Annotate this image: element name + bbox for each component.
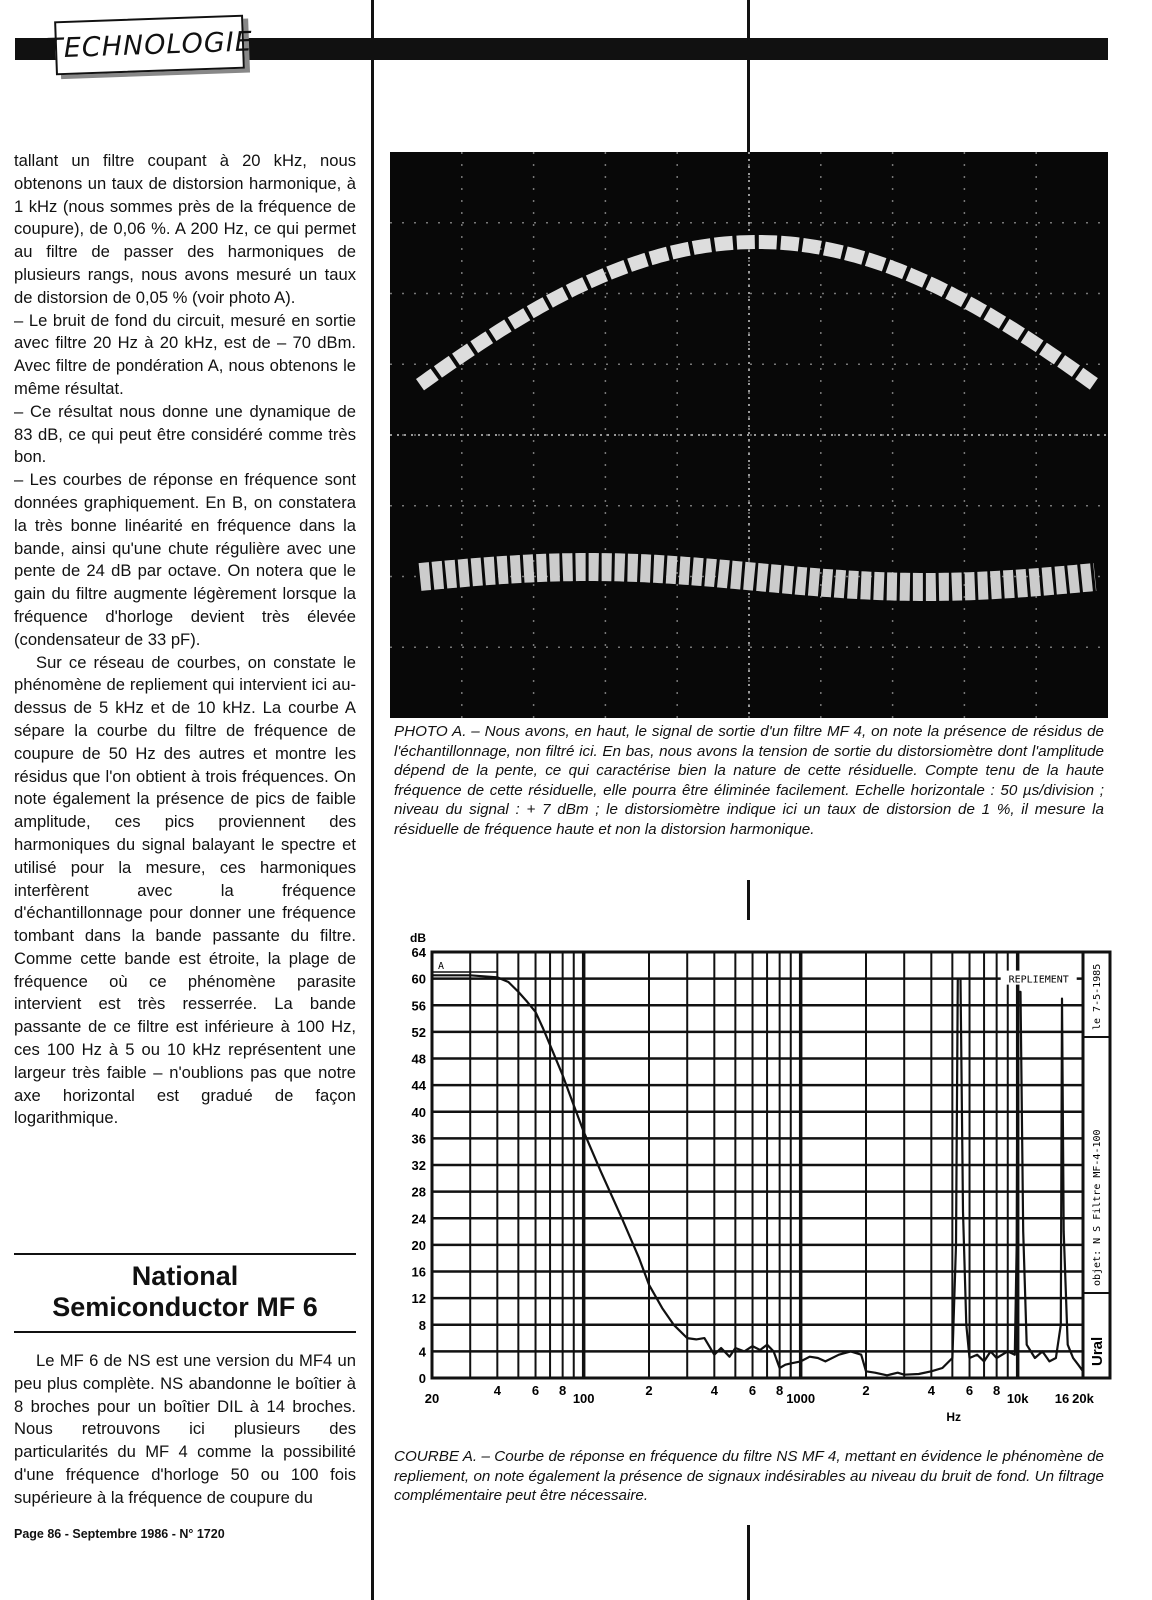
- section-title-line: National: [131, 1261, 239, 1291]
- y-tick-label: 8: [419, 1318, 426, 1333]
- section-title-line: Semiconductor MF 6: [52, 1292, 318, 1322]
- y-tick-label: 44: [412, 1078, 427, 1093]
- article-text: tallant un filtre coupant à 20 kHz, nous…: [14, 150, 356, 1130]
- plot-frame: [430, 950, 1112, 1380]
- y-tick-label: 20: [412, 1238, 426, 1253]
- x-tick-label: 2: [645, 1383, 652, 1398]
- y-tick-label: 36: [412, 1131, 426, 1146]
- paragraph: tallant un filtre coupant à 20 kHz, nous…: [14, 151, 356, 307]
- column-divider-mid: [747, 880, 750, 920]
- y-tick-label: 56: [412, 998, 426, 1013]
- chart-caption: COURBE A. – Courbe de réponse en fréquen…: [394, 1448, 1104, 1505]
- oscilloscope-trace: [390, 152, 1108, 718]
- x-tick-label: 16: [1055, 1391, 1069, 1406]
- y-tick-label: 24: [412, 1211, 427, 1226]
- y-tick-label: 12: [412, 1291, 426, 1306]
- x-tick-label: 2: [862, 1383, 869, 1398]
- y-tick-label: 32: [412, 1158, 426, 1173]
- section-paragraph: Le MF 6 de NS est une version du MF4 un …: [14, 1351, 356, 1507]
- x-tick-label: 8: [776, 1383, 783, 1398]
- header-bar: [15, 38, 1108, 60]
- y-tick-label: 40: [412, 1105, 426, 1120]
- distortion-residual-trace: [418, 553, 1097, 601]
- y-axis-label: dB: [410, 931, 426, 945]
- x-tick-label: 4: [494, 1383, 502, 1398]
- x-tick-label: 20k: [1072, 1391, 1094, 1406]
- y-tick-label: 28: [412, 1185, 426, 1200]
- output-signal-trace: [415, 235, 1100, 391]
- x-axis-label: Hz: [946, 1410, 961, 1424]
- page-footer: Page 86 - Septembre 1986 - N° 1720: [14, 1527, 225, 1541]
- photo-caption: PHOTO A. – Nous avons, en haut, le signa…: [394, 723, 1104, 838]
- y-tick-label: 52: [412, 1025, 426, 1040]
- ural-logo: Ural: [1089, 1337, 1106, 1366]
- y-tick-label: 60: [412, 972, 426, 987]
- x-tick-label: 1000: [786, 1391, 815, 1406]
- x-tick-label: 4: [711, 1383, 719, 1398]
- paragraph: – Le bruit de fond du circuit, mesuré en…: [14, 310, 356, 398]
- paragraph: – Ce résultat nous donne une dynamique d…: [14, 401, 356, 467]
- aliasing-label: REPLIEMENT: [1009, 975, 1069, 986]
- column-divider: [371, 0, 374, 1600]
- x-tick-label: 20: [425, 1391, 439, 1406]
- x-tick-label: 4: [928, 1383, 936, 1398]
- x-tick-label: 100: [573, 1391, 595, 1406]
- y-tick-label: 16: [412, 1265, 426, 1280]
- x-tick-label: 8: [559, 1383, 566, 1398]
- strip-object: objet: N S Filtre MF-4-100: [1092, 1129, 1103, 1286]
- curve-label: A: [438, 961, 444, 972]
- x-tick-label: 6: [532, 1383, 539, 1398]
- x-tick-label: 8: [993, 1383, 1000, 1398]
- y-tick-label: 4: [419, 1344, 427, 1359]
- x-tick-label: 6: [966, 1383, 973, 1398]
- x-tick-label: 10k: [1007, 1391, 1029, 1406]
- section-label: TECHNOLOGIE: [46, 14, 253, 76]
- y-tick-label: 48: [412, 1052, 426, 1067]
- strip-date: le 7-5-1985: [1092, 964, 1103, 1030]
- x-tick-label: 6: [749, 1383, 756, 1398]
- aliasing-label-bg: [1000, 970, 1077, 985]
- column-divider-top: [747, 0, 750, 152]
- y-tick-label: 0: [419, 1371, 426, 1386]
- paragraph: Sur ce réseau de courbes, on constate le…: [14, 652, 356, 1128]
- column-divider-bottom: [747, 1525, 750, 1600]
- section-heading: National Semiconductor MF 6: [14, 1253, 356, 1333]
- response-curve: [432, 974, 1084, 1377]
- y-tick-label: 64: [412, 945, 427, 960]
- paragraph: – Les courbes de réponse en fréquence so…: [14, 470, 356, 649]
- oscilloscope-photo: [390, 152, 1108, 718]
